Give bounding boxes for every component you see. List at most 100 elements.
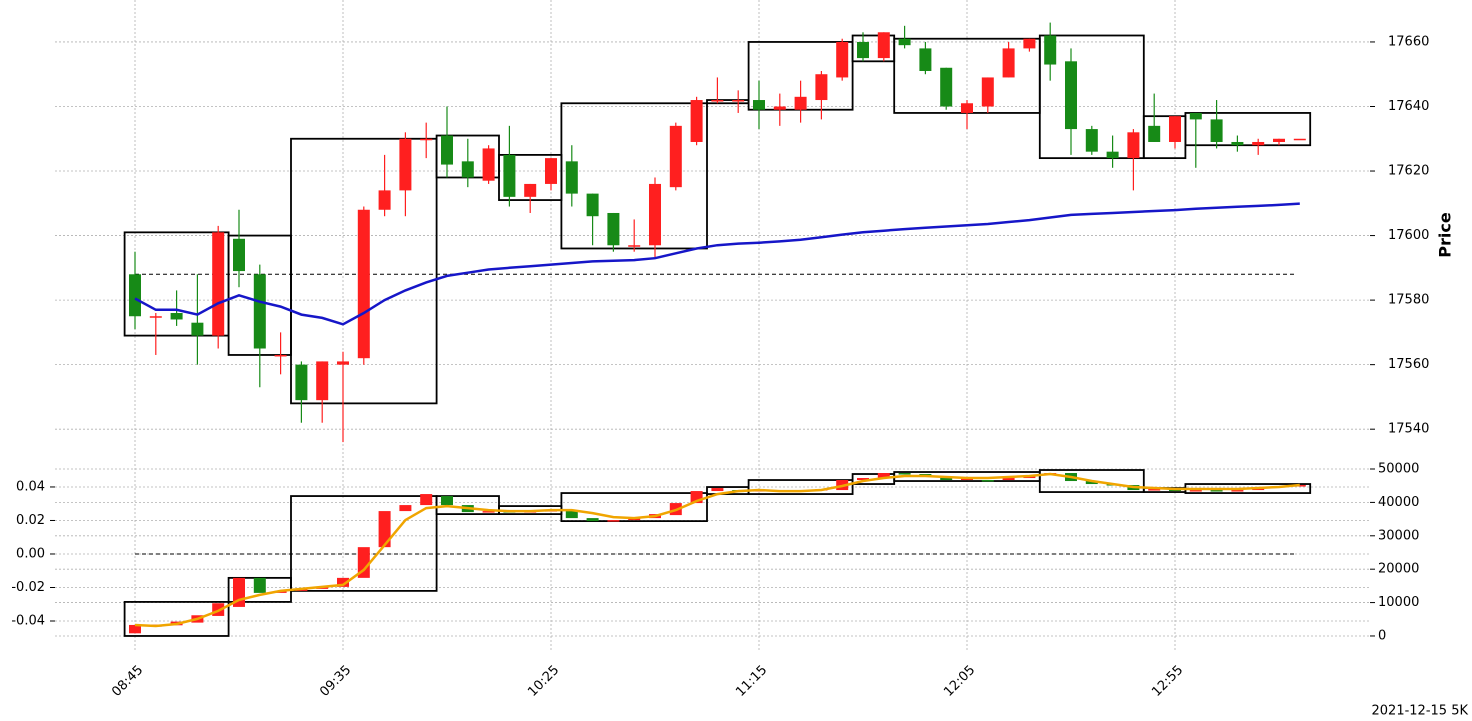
candle-body xyxy=(981,77,994,107)
candle-body xyxy=(149,316,162,318)
y-tick-label: 17640 xyxy=(1388,99,1429,114)
candle-body xyxy=(191,322,204,336)
x-tick-label: 10:25 xyxy=(525,663,562,700)
candle-body xyxy=(1169,116,1181,142)
candle-body xyxy=(1002,48,1015,78)
candle-body xyxy=(524,183,537,197)
x-tick-label: 12:05 xyxy=(941,663,978,700)
candle-body xyxy=(586,193,599,217)
candle-body xyxy=(420,494,433,506)
range-box xyxy=(290,137,438,405)
range-box xyxy=(290,495,438,592)
candle-body xyxy=(857,478,869,481)
range-box xyxy=(1038,469,1145,493)
candle-body xyxy=(898,38,911,46)
candle-body xyxy=(794,96,807,110)
candle-body xyxy=(441,135,453,165)
candle-body xyxy=(711,100,724,102)
range-box xyxy=(747,479,854,495)
candle-body xyxy=(378,511,391,548)
candle-body xyxy=(1127,132,1140,159)
candle-body xyxy=(357,547,370,578)
candle-body xyxy=(1210,119,1223,142)
candle-body xyxy=(482,511,495,513)
candle-body xyxy=(919,48,932,71)
y-tick-label: 17620 xyxy=(1388,164,1429,179)
candle-body xyxy=(565,161,578,194)
moving-average-line xyxy=(134,202,1300,326)
y2-tick-label: 0 xyxy=(1378,628,1386,643)
candle-body xyxy=(441,496,453,506)
x-tick-label: 09:35 xyxy=(317,663,354,700)
candle-body xyxy=(1252,141,1265,146)
candle-body xyxy=(316,361,329,401)
candle-body xyxy=(1085,481,1098,485)
candle-body xyxy=(711,488,724,492)
candle-body xyxy=(253,577,266,593)
candle-body xyxy=(815,74,828,101)
candle-body xyxy=(503,154,516,197)
candle-body xyxy=(357,209,370,359)
candle-body xyxy=(981,480,994,482)
y2-tick-label: 10000 xyxy=(1378,595,1419,610)
y-tick-label: 17660 xyxy=(1388,34,1429,49)
candle-body xyxy=(898,473,911,475)
candle-body xyxy=(732,100,745,102)
candle-body xyxy=(1210,490,1223,492)
candle-body xyxy=(253,274,266,349)
candle-body xyxy=(1231,141,1244,146)
candle-body xyxy=(545,158,557,184)
candle-body xyxy=(1148,125,1161,142)
y2-tick-label: 50000 xyxy=(1378,462,1419,477)
candle-body xyxy=(940,477,953,481)
candle-body xyxy=(1189,112,1202,120)
y-tick-label: 0.04 xyxy=(16,479,45,494)
candle-body xyxy=(129,624,141,634)
y2-tick-label: 40000 xyxy=(1378,495,1419,510)
candle-body xyxy=(961,103,973,113)
candle-body xyxy=(649,183,661,246)
candle-body xyxy=(1023,38,1036,49)
x-tick-label: 12:55 xyxy=(1149,663,1186,700)
candle-body xyxy=(690,100,703,142)
candle-body xyxy=(1106,151,1119,159)
y-tick-label: 17540 xyxy=(1388,422,1429,437)
y-tick-label: 17580 xyxy=(1388,293,1429,308)
candle-body xyxy=(1044,35,1057,65)
y-tick-label: 0.00 xyxy=(16,546,45,561)
y-tick-label: 17600 xyxy=(1388,228,1429,243)
candle-body xyxy=(337,361,349,365)
y-axis-label: Price xyxy=(1436,212,1455,258)
candle-body xyxy=(129,274,141,317)
candle-body xyxy=(877,32,890,59)
candle-body xyxy=(607,520,620,522)
candle-body xyxy=(399,138,412,191)
candle-body xyxy=(1085,129,1098,152)
candle-body xyxy=(877,473,890,479)
line xyxy=(134,472,1300,628)
footnote: 2021-12-15 5K xyxy=(1372,704,1469,719)
candle-body xyxy=(773,106,786,110)
candle-body xyxy=(482,148,495,181)
range-box xyxy=(123,601,230,637)
candle-body xyxy=(399,505,412,512)
candle-body xyxy=(233,238,245,272)
candle-body xyxy=(1273,138,1285,142)
y-tick-label: -0.04 xyxy=(11,614,45,629)
candle-body xyxy=(669,125,682,188)
x-tick-label: 08:45 xyxy=(109,663,146,700)
candle-body xyxy=(607,212,620,246)
candle-body xyxy=(565,510,578,519)
candle-body xyxy=(1231,490,1244,492)
y-tick-label: 17560 xyxy=(1388,357,1429,372)
range-box xyxy=(435,495,500,515)
candle-body xyxy=(1148,489,1161,491)
candle-body xyxy=(337,577,349,587)
y2-tick-label: 20000 xyxy=(1378,562,1419,577)
candle-body xyxy=(378,190,391,210)
candle-body xyxy=(586,518,599,522)
y-tick-label: -0.02 xyxy=(11,580,45,595)
candle-body xyxy=(274,354,287,357)
y-tick-label: 0.02 xyxy=(16,513,45,528)
range-box xyxy=(1038,34,1145,160)
